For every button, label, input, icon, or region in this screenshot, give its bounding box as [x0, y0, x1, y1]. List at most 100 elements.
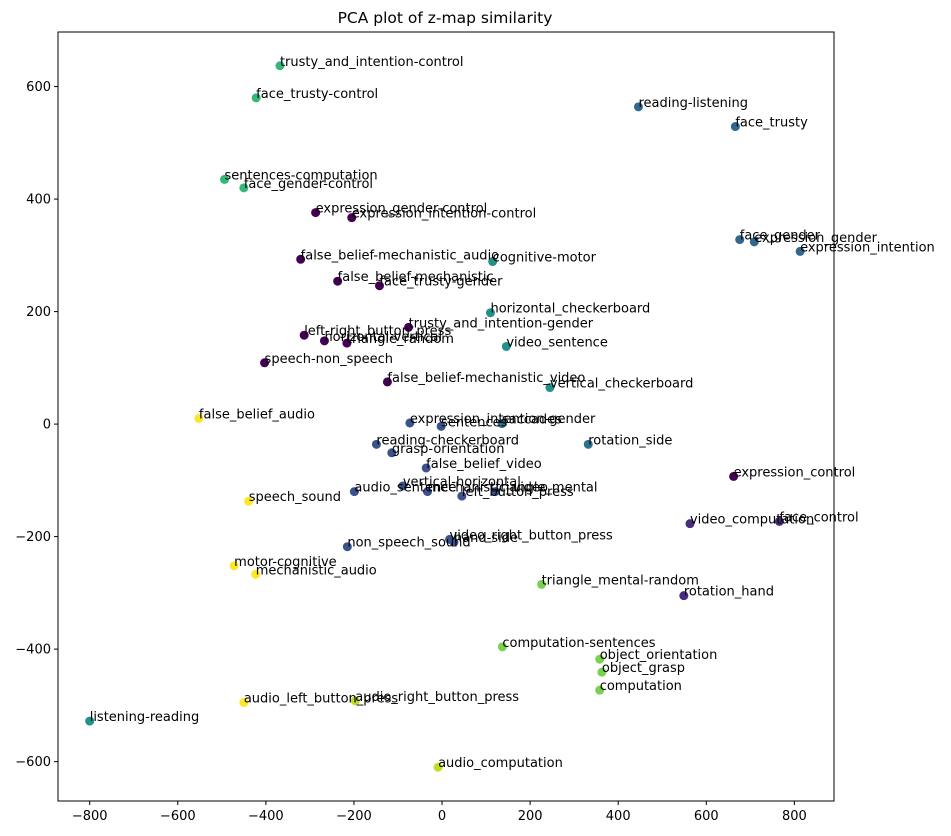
point-label: audio_sentence: [354, 481, 456, 496]
point-label: face_control: [779, 510, 858, 525]
scatter-point: [382, 377, 392, 387]
scatter-point: [597, 667, 607, 677]
scatter-point: [342, 338, 352, 348]
scatter-point: [485, 308, 495, 318]
x-tick-label: −200: [336, 809, 372, 824]
scatter-point: [421, 463, 431, 473]
point-label: cognitive-motor: [493, 251, 597, 266]
x-tick-label: 400: [606, 809, 631, 824]
x-tick-label: −400: [248, 809, 284, 824]
point-label: reading-checkerboard: [376, 433, 519, 448]
scatter-point: [730, 122, 740, 132]
point-label: audio_left_button_press: [244, 692, 399, 707]
point-label: false_belief-mechanistic_video: [387, 371, 585, 386]
point-label: triangle_mental-random: [542, 573, 699, 588]
point-label: expression_intention-control: [352, 207, 536, 222]
point-label: listening-reading: [90, 710, 200, 725]
scatter-point: [685, 519, 695, 529]
scatter-point: [501, 341, 511, 351]
point-labels: trusty_and_intention-control face_trusty-…: [90, 55, 935, 771]
y-tick-label: −400: [15, 643, 51, 658]
scatter-point: [497, 642, 507, 652]
point-label: false_belief-mechanistic: [338, 270, 494, 285]
point-label: mechanistic_video: [428, 481, 549, 496]
scatter-point: [342, 542, 352, 552]
point-label: expression_intention: [800, 240, 935, 255]
point-label: non_speech_sound: [347, 536, 470, 551]
point-label: false_belief-mechanistic_audio: [301, 248, 500, 263]
point-label: triangle_mental: [495, 481, 597, 496]
point-label: face_gender-control: [244, 177, 373, 192]
point-label: sentences-computation: [224, 168, 377, 183]
point-label: computation: [600, 679, 682, 694]
point-label: horizontal-vertical: [324, 330, 442, 345]
scatter-point: [374, 281, 384, 291]
point-label: object_orientation: [600, 648, 718, 663]
y-tick-label: 200: [26, 305, 51, 320]
point-label: horizontal_checkerboard: [490, 302, 650, 317]
y-tick-label: −600: [15, 755, 51, 770]
scatter-point: [795, 246, 805, 256]
scatter-point: [311, 208, 321, 218]
point-label: false_belief_video: [426, 457, 542, 472]
scatter-point: [387, 448, 397, 458]
point-label: sentences: [441, 415, 507, 430]
scatter-point: [633, 102, 643, 112]
x-tick-label: −800: [72, 809, 108, 824]
scatter-point: [251, 569, 261, 579]
x-tick-label: 200: [518, 809, 543, 824]
scatter-point: [350, 696, 360, 706]
scatter-point: [194, 413, 204, 423]
y-tick-label: 400: [26, 193, 51, 208]
scatter-point: [333, 276, 343, 286]
x-tick-label: −600: [160, 809, 196, 824]
chart-title: PCA plot of z-map similarity: [338, 9, 553, 27]
scatter-point: [404, 322, 414, 332]
x-tick-label: 0: [438, 809, 446, 824]
scatter-point: [251, 93, 261, 103]
scatter-point: [749, 237, 759, 247]
scatter-point: [735, 235, 745, 245]
point-label: face_gender: [740, 229, 821, 244]
point-label: triangle_random: [347, 332, 454, 347]
point-label: rotation_hand: [684, 585, 774, 600]
point-label: false_belief_audio: [199, 407, 315, 422]
scatter-point: [260, 358, 270, 368]
point-label: face_trusty-gender: [379, 275, 503, 290]
scatter-point: [347, 213, 357, 223]
point-label: face_trusty: [735, 116, 808, 131]
scatter-point: [405, 418, 415, 428]
scatter-point: [239, 698, 249, 708]
point-label: expression_gender: [754, 231, 877, 246]
point-label: video_computation: [690, 513, 814, 528]
point-label: mechanistic_audio: [256, 563, 377, 578]
scatter-point: [349, 487, 359, 497]
x-axis: −800 −600 −400 −200 0 200 400 600 800: [72, 801, 807, 824]
y-tick-label: 600: [26, 80, 51, 95]
point-label: left-right_button_press: [304, 324, 451, 339]
point-label: motor-cognitive: [234, 555, 336, 570]
scatter-point: [398, 481, 408, 491]
y-axis: −600 −400 −200 0 200 400 600: [15, 80, 58, 770]
scatter-point: [436, 421, 446, 431]
scatter-point: [244, 496, 254, 506]
point-label: rotation_side: [588, 433, 672, 448]
point-label: computation-sentences: [502, 636, 655, 651]
point-label: object_grasp: [602, 661, 685, 676]
scatter-point: [239, 183, 249, 193]
scatter-point: [449, 537, 459, 547]
plot-frame: [57, 31, 835, 802]
point-label: grasp-orientation: [392, 442, 505, 457]
scatter-point: [371, 439, 381, 449]
scatter-point: [729, 471, 739, 481]
point-label: reading-listening: [638, 96, 748, 111]
scatter-point: [490, 487, 500, 497]
point-label: video_right_button_press: [450, 528, 614, 543]
x-tick-label: 600: [694, 809, 719, 824]
scatter-point: [488, 257, 498, 267]
scatter-point: [497, 419, 507, 429]
point-label: video_sentence: [506, 335, 608, 350]
point-label: expression_gender-control: [316, 202, 488, 217]
